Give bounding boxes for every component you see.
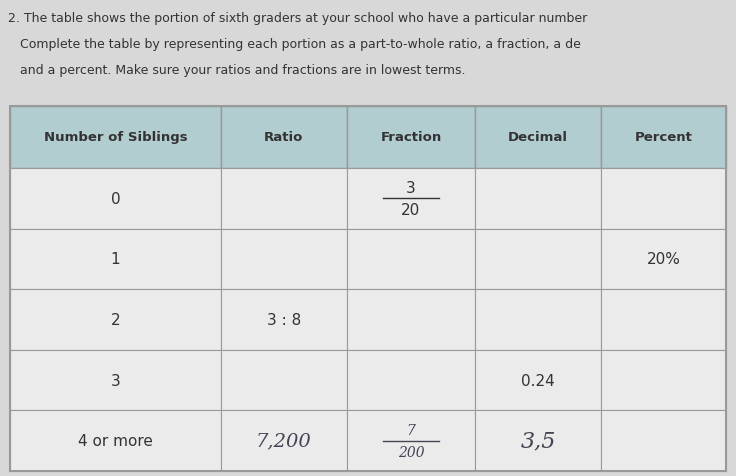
Bar bbox=[222, 169, 347, 229]
Bar bbox=[222, 107, 347, 169]
Bar bbox=[347, 229, 475, 289]
Text: Fraction: Fraction bbox=[381, 131, 442, 144]
Bar bbox=[475, 107, 601, 169]
Bar bbox=[347, 107, 475, 169]
Bar bbox=[222, 410, 347, 471]
Text: 2: 2 bbox=[111, 312, 121, 327]
Text: Complete the table by representing each portion as a part-to-whole ratio, a frac: Complete the table by representing each … bbox=[8, 38, 581, 51]
Bar bbox=[10, 169, 222, 229]
Bar bbox=[347, 289, 475, 350]
Text: 20%: 20% bbox=[646, 252, 680, 267]
Bar bbox=[10, 229, 222, 289]
Bar bbox=[10, 107, 222, 169]
Bar bbox=[475, 410, 601, 471]
Bar bbox=[222, 289, 347, 350]
Text: 20: 20 bbox=[401, 202, 420, 217]
Bar bbox=[601, 107, 726, 169]
Bar bbox=[10, 410, 222, 471]
Bar bbox=[601, 169, 726, 229]
Bar bbox=[601, 350, 726, 410]
Text: 0: 0 bbox=[111, 191, 121, 207]
Bar bbox=[347, 169, 475, 229]
Text: 3: 3 bbox=[406, 180, 416, 196]
Text: 3 : 8: 3 : 8 bbox=[266, 312, 301, 327]
Bar bbox=[475, 289, 601, 350]
Bar bbox=[10, 107, 726, 471]
Text: 200: 200 bbox=[397, 445, 424, 459]
Bar bbox=[475, 169, 601, 229]
Bar bbox=[222, 229, 347, 289]
Bar bbox=[10, 107, 726, 471]
Text: 7: 7 bbox=[406, 423, 415, 437]
Text: 0.24: 0.24 bbox=[521, 373, 555, 388]
Bar bbox=[347, 350, 475, 410]
Text: 4 or more: 4 or more bbox=[78, 433, 153, 448]
Text: 3: 3 bbox=[110, 373, 121, 388]
Bar bbox=[601, 229, 726, 289]
Text: Ratio: Ratio bbox=[264, 131, 303, 144]
Text: 3,5: 3,5 bbox=[520, 430, 556, 452]
Bar bbox=[475, 350, 601, 410]
Bar bbox=[10, 350, 222, 410]
Bar bbox=[347, 410, 475, 471]
Text: Number of Siblings: Number of Siblings bbox=[44, 131, 188, 144]
Text: 2. The table shows the portion of sixth graders at your school who have a partic: 2. The table shows the portion of sixth … bbox=[8, 12, 587, 25]
Text: 7,200: 7,200 bbox=[256, 432, 312, 450]
Bar bbox=[222, 350, 347, 410]
Bar bbox=[601, 410, 726, 471]
Bar bbox=[601, 289, 726, 350]
Text: Percent: Percent bbox=[634, 131, 693, 144]
Text: and a percent. Make sure your ratios and fractions are in lowest terms.: and a percent. Make sure your ratios and… bbox=[8, 64, 465, 77]
Bar bbox=[10, 289, 222, 350]
Text: Decimal: Decimal bbox=[508, 131, 568, 144]
Bar bbox=[475, 229, 601, 289]
Text: 1: 1 bbox=[111, 252, 121, 267]
